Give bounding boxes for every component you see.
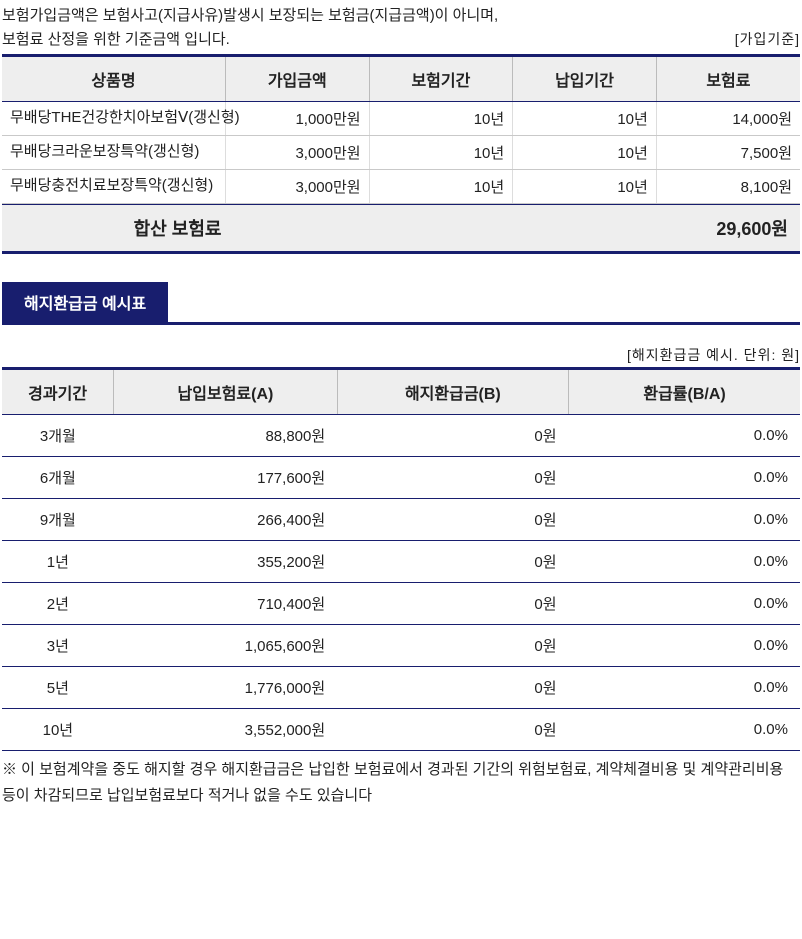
refund-table: 경과기간납입보험료(A)해지환급금(B)환급률(B/A) 3개월88,800원0…	[2, 367, 800, 751]
refund-cell: 0원	[337, 625, 568, 667]
product-row: 무배당충전치료보장특약(갱신형)3,000만원10년10년8,100원	[2, 170, 800, 204]
refund-row: 3개월88,800원0원0.0%	[2, 415, 800, 457]
refund-cell: 0.0%	[569, 625, 800, 667]
refund-row: 6개월177,600원0원0.0%	[2, 457, 800, 499]
refund-col-1: 납입보험료(A)	[114, 369, 337, 415]
refund-cell: 0.0%	[569, 667, 800, 709]
product-cell: 10년	[513, 136, 657, 170]
product-cell: 무배당충전치료보장특약(갱신형)	[2, 170, 225, 204]
product-cell: 10년	[513, 102, 657, 136]
refund-cell: 10년	[2, 709, 114, 751]
product-cell: 7,500원	[656, 136, 800, 170]
product-cell: 8,100원	[656, 170, 800, 204]
refund-cell: 88,800원	[114, 415, 337, 457]
refund-row: 9개월266,400원0원0.0%	[2, 499, 800, 541]
footnote-text: ※ 이 보험계약을 중도 해지할 경우 해지환급금은 납입한 보험료에서 경과된…	[2, 757, 800, 808]
product-cell: 3,000만원	[225, 136, 369, 170]
refund-cell: 0원	[337, 415, 568, 457]
intro-line2: 보험료 산정을 위한 기준금액 입니다.	[2, 28, 230, 52]
refund-cell: 6개월	[2, 457, 114, 499]
product-col-2: 보험기간	[369, 56, 513, 102]
refund-cell: 710,400원	[114, 583, 337, 625]
product-row: 무배당크라운보장특약(갱신형)3,000만원10년10년7,500원	[2, 136, 800, 170]
product-cell: 무배당크라운보장특약(갱신형)	[2, 136, 225, 170]
refund-col-0: 경과기간	[2, 369, 114, 415]
refund-cell: 266,400원	[114, 499, 337, 541]
product-cell: 무배당THE건강한치아보험Ⅴ(갱신형)	[2, 102, 225, 136]
product-row: 무배당THE건강한치아보험Ⅴ(갱신형)1,000만원10년10년14,000원	[2, 102, 800, 136]
refund-row: 3년1,065,600원0원0.0%	[2, 625, 800, 667]
refund-table-header-row: 경과기간납입보험료(A)해지환급금(B)환급률(B/A)	[2, 369, 800, 415]
refund-cell: 5년	[2, 667, 114, 709]
intro-line1: 보험가입금액은 보험사고(지급사유)발생시 보장되는 보험금(지급금액)이 아니…	[2, 4, 800, 28]
refund-cell: 0원	[337, 583, 568, 625]
refund-cell: 3개월	[2, 415, 114, 457]
refund-cell: 3,552,000원	[114, 709, 337, 751]
product-table-header-row: 상품명가입금액보험기간납입기간보험료	[2, 56, 800, 102]
refund-row: 1년355,200원0원0.0%	[2, 541, 800, 583]
refund-cell: 3년	[2, 625, 114, 667]
product-cell: 1,000만원	[225, 102, 369, 136]
refund-col-2: 해지환급금(B)	[337, 369, 568, 415]
refund-cell: 0.0%	[569, 499, 800, 541]
product-total-label: 합산 보험료	[2, 205, 353, 251]
product-cell: 10년	[513, 170, 657, 204]
refund-cell: 2년	[2, 583, 114, 625]
refund-cell: 355,200원	[114, 541, 337, 583]
refund-cell: 0.0%	[569, 415, 800, 457]
refund-col-3: 환급률(B/A)	[569, 369, 800, 415]
refund-cell: 0.0%	[569, 583, 800, 625]
intro-block: 보험가입금액은 보험사고(지급사유)발생시 보장되는 보험금(지급금액)이 아니…	[2, 4, 800, 52]
refund-cell: 0원	[337, 709, 568, 751]
refund-cell: 0원	[337, 541, 568, 583]
refund-row: 10년3,552,000원0원0.0%	[2, 709, 800, 751]
product-cell: 14,000원	[656, 102, 800, 136]
product-unit-label: [가입기준]	[735, 28, 800, 50]
refund-cell: 0원	[337, 499, 568, 541]
refund-cell: 1,776,000원	[114, 667, 337, 709]
refund-cell: 9개월	[2, 499, 114, 541]
refund-cell: 0.0%	[569, 457, 800, 499]
product-table: 상품명가입금액보험기간납입기간보험료 무배당THE건강한치아보험Ⅴ(갱신형)1,…	[2, 54, 800, 204]
refund-row: 5년1,776,000원0원0.0%	[2, 667, 800, 709]
refund-section-underline	[2, 322, 800, 325]
product-cell: 10년	[369, 136, 513, 170]
product-col-3: 납입기간	[513, 56, 657, 102]
product-cell: 10년	[369, 170, 513, 204]
product-total-value: 29,600원	[353, 205, 800, 251]
product-col-0: 상품명	[2, 56, 225, 102]
product-total-row: 합산 보험료 29,600원	[2, 204, 800, 254]
refund-row: 2년710,400원0원0.0%	[2, 583, 800, 625]
refund-cell: 1년	[2, 541, 114, 583]
refund-cell: 0.0%	[569, 709, 800, 751]
product-col-4: 보험료	[656, 56, 800, 102]
product-col-1: 가입금액	[225, 56, 369, 102]
refund-cell: 0원	[337, 457, 568, 499]
product-cell: 3,000만원	[225, 170, 369, 204]
refund-unit-label: [해지환급금 예시. 단위: 원]	[2, 345, 800, 365]
refund-section-tab: 해지환급금 예시표	[2, 282, 168, 322]
refund-cell: 0.0%	[569, 541, 800, 583]
refund-cell: 0원	[337, 667, 568, 709]
refund-cell: 1,065,600원	[114, 625, 337, 667]
product-cell: 10년	[369, 102, 513, 136]
refund-cell: 177,600원	[114, 457, 337, 499]
